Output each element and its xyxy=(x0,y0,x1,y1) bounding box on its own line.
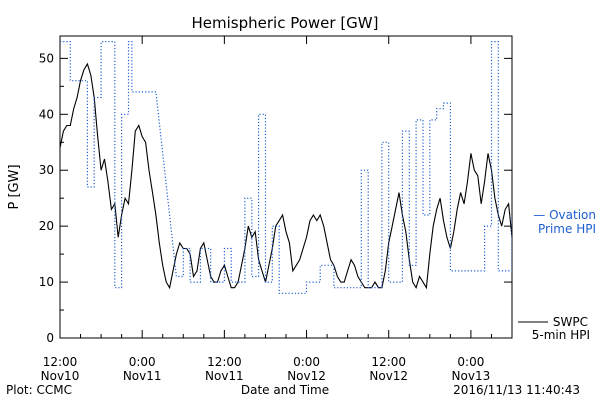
chart-title: Hemispheric Power [GW] xyxy=(192,14,379,32)
y-tick-label: 0 xyxy=(46,331,54,345)
legend-swpc-line2: 5-min HPI xyxy=(532,328,590,342)
y-tick-label: 20 xyxy=(39,219,54,233)
y-tick-label: 10 xyxy=(39,275,54,289)
footer-right: 2016/11/13 11:40:43 xyxy=(453,383,580,397)
legend-swpc-line1: SWPC xyxy=(553,315,588,329)
x-tick-label-date: Nov12 xyxy=(287,369,326,383)
x-tick-label-date: Nov13 xyxy=(452,369,491,383)
x-axis: 12:00Nov100:00Nov1112:00Nov110:00Nov1212… xyxy=(41,36,492,383)
x-tick-label-time: 0:00 xyxy=(457,355,484,369)
x-tick-label-time: 12:00 xyxy=(371,355,406,369)
x-tick-label-date: Nov12 xyxy=(369,369,408,383)
series-layer xyxy=(60,41,512,294)
x-tick-label-time: 12:00 xyxy=(207,355,242,369)
footer-left: Plot: CCMC xyxy=(6,383,72,397)
x-tick-label-date: Nov11 xyxy=(123,369,162,383)
x-tick-label-date: Nov11 xyxy=(205,369,244,383)
series-line-swpc xyxy=(60,62,512,290)
x-tick-label-date: Nov10 xyxy=(41,369,80,383)
x-tick-label-time: 0:00 xyxy=(129,355,156,369)
x-axis-label: Date and Time xyxy=(241,383,329,397)
y-axis-label: P [GW] xyxy=(7,164,22,209)
y-axis: 0 10 20 30 40 50 xyxy=(39,51,512,345)
legend-ovation-line1: — Ovation xyxy=(533,208,596,222)
legend-ovation-line2: Prime HPI xyxy=(538,222,596,236)
series-line-ovation xyxy=(60,41,512,294)
x-tick-label-time: 0:00 xyxy=(293,355,320,369)
y-tick-label: 30 xyxy=(39,163,54,177)
y-tick-label: 50 xyxy=(39,51,54,65)
x-tick-label-time: 12:00 xyxy=(43,355,78,369)
y-tick-label: 40 xyxy=(39,107,54,121)
